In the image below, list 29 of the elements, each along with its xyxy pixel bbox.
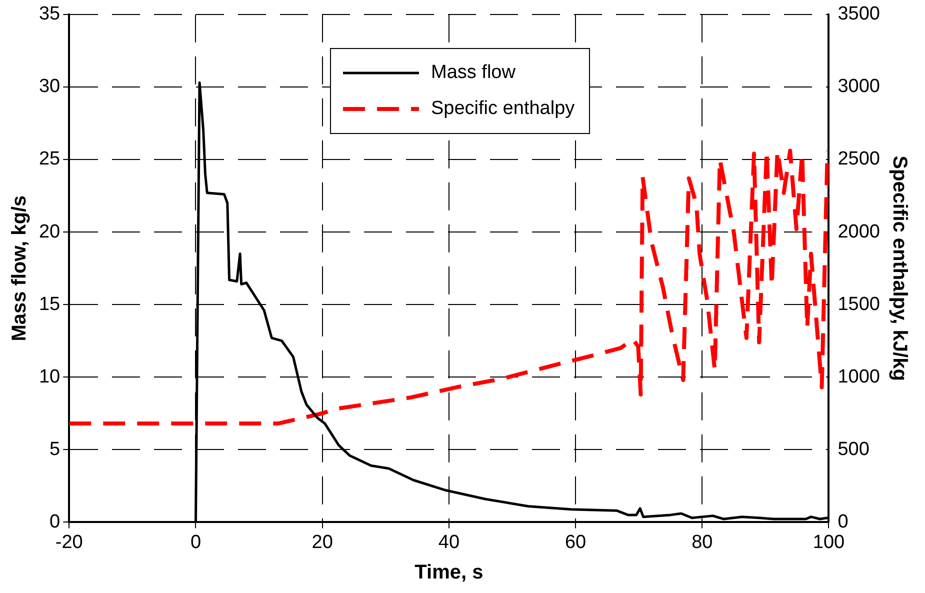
y-tick-label: 25 [38,148,60,170]
y2-tick-label: 500 [838,438,870,460]
x-tick-label: -20 [55,532,83,553]
y2-tick-label: 3500 [838,4,880,25]
y2-tick-label: 3000 [838,76,880,98]
x-tick-label: 0 [190,532,202,553]
x-tick-label: 60 [564,532,586,553]
y-tick-label: 35 [38,4,60,25]
x-tick-label: 20 [312,532,333,553]
legend-label: Mass flow [431,62,516,84]
y2-axis-title: Specific enthalpy, kJ/kg [888,156,910,381]
x-tick-label: 80 [692,532,713,553]
legend-label: Specific enthalpy [431,98,575,120]
y-tick-label: 20 [38,221,60,242]
y2-tick-label: 1000 [838,366,880,388]
line-series [69,148,829,426]
y-tick-label: 10 [38,366,60,388]
y2-tick-label: 0 [838,511,848,532]
x-axis-title: Time, s [414,562,484,584]
y2-tick-label: 2500 [838,148,880,170]
y-axis-title: Mass flow, kg/s [8,195,31,342]
x-tick-label: 40 [438,532,460,553]
x-tick-label: 100 [812,532,845,553]
y2-tick-label: 1500 [838,294,880,315]
y-tick-label: 0 [50,511,60,532]
y-tick-label: 5 [50,438,60,460]
y2-tick-label: 2000 [838,221,880,242]
y-tick-label: 30 [38,76,60,98]
y-tick-label: 15 [38,294,60,315]
